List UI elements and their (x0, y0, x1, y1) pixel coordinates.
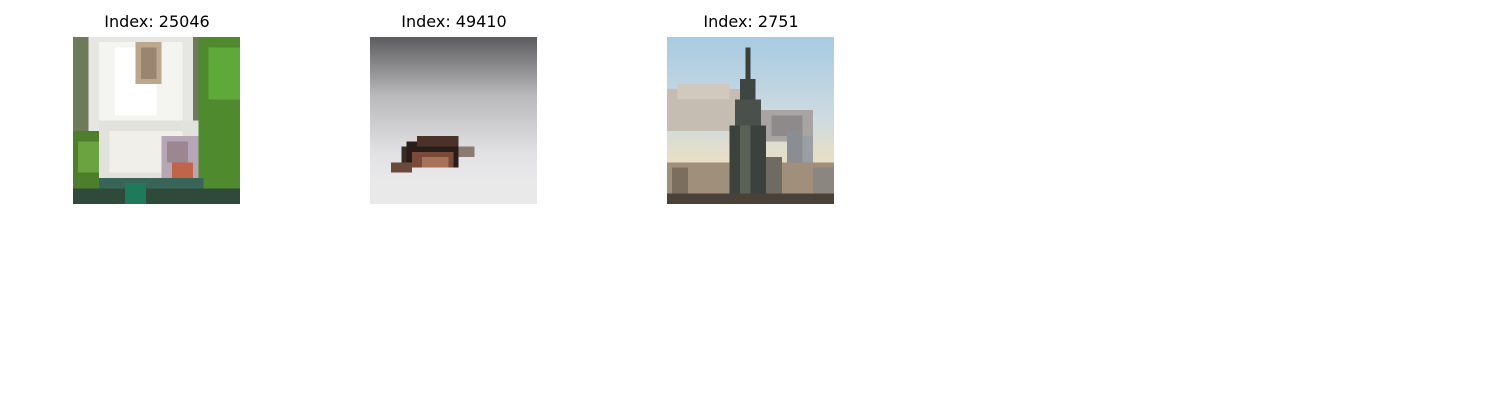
animal-on-snow-image (370, 37, 537, 204)
image-panel-2: Index: 49410 (370, 10, 610, 206)
skyscraper-image (667, 37, 834, 204)
image-panel-1: Index: 25046 (73, 10, 313, 206)
panel-title: Index: 49410 (401, 12, 507, 31)
toilet-image (73, 37, 240, 204)
image-panel-3: Index: 2751 (667, 10, 907, 206)
panel-title: Index: 2751 (703, 12, 799, 31)
panel-title: Index: 25046 (104, 12, 210, 31)
